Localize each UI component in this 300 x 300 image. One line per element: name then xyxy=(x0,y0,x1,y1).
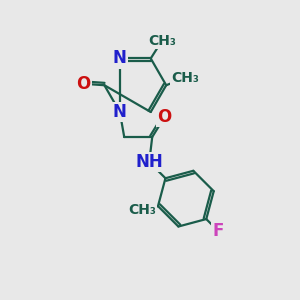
Text: CH₃: CH₃ xyxy=(128,203,156,217)
Text: NH: NH xyxy=(135,153,163,171)
Text: N: N xyxy=(113,50,127,68)
Text: F: F xyxy=(212,221,224,239)
Text: CH₃: CH₃ xyxy=(171,71,199,85)
Text: O: O xyxy=(158,108,172,126)
Text: O: O xyxy=(76,75,90,93)
Text: CH₃: CH₃ xyxy=(148,34,176,48)
Text: N: N xyxy=(113,103,127,121)
